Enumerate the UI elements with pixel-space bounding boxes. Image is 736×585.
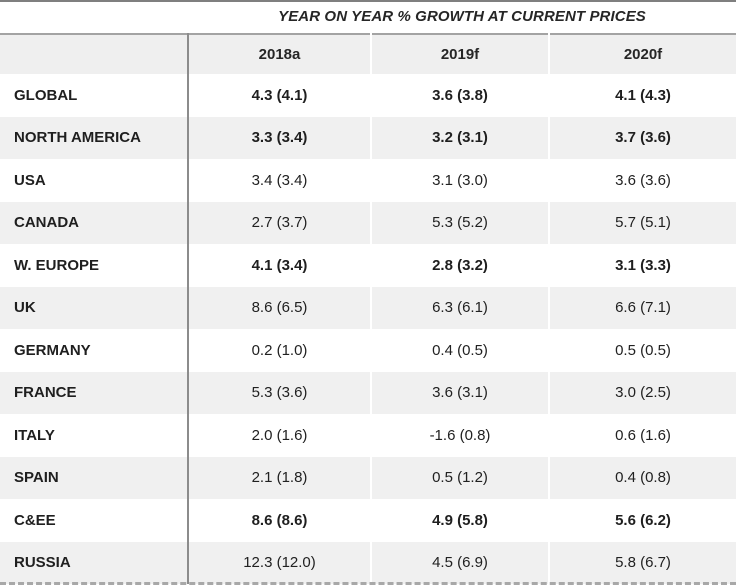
cell-value: 4.1 (4.3) [548, 74, 736, 117]
table-body: GLOBAL 4.3 (4.1) 3.6 (3.8) 4.1 (4.3) NOR… [0, 74, 736, 584]
cell-value: 3.6 (3.8) [370, 74, 549, 117]
cell-value: 0.2 (1.0) [251, 341, 308, 359]
top-divider [0, 0, 736, 2]
table-row-north-america: NORTH AMERICA 3.3 (3.4) 3.2 (3.1) 3.7 (3… [0, 116, 736, 159]
cell-value: 3.3 (3.4) [251, 129, 308, 147]
cell-value: 5.3 (3.6) [251, 384, 308, 402]
cell-value: 12.3 (12.0) [243, 554, 316, 572]
cell-value: 0.5 (0.5) [548, 329, 736, 372]
cell-value: 0.6 (1.6) [548, 414, 736, 457]
row-label: GLOBAL [0, 74, 189, 117]
column-header-2019f: 2019f [370, 34, 549, 74]
cell-value: 2.0 (1.6) [251, 426, 308, 444]
table-row-usa: USA 3.4 (3.4) 3.1 (3.0) 3.6 (3.6) [0, 159, 736, 202]
table-row-spain: SPAIN 2.1 (1.8) 0.5 (1.2) 0.4 (0.8) [0, 456, 736, 499]
table-row-w-europe: W. EUROPE 4.1 (3.4) 2.8 (3.2) 3.1 (3.3) [0, 244, 736, 287]
cell-value: 4.5 (6.9) [370, 541, 549, 584]
bottom-dashed-divider [0, 582, 736, 585]
cell-value: -1.6 (0.8) [370, 414, 549, 457]
cell-value: 0.4 (0.5) [370, 329, 549, 372]
table-row-russia: RUSSIA 12.3 (12.0) 4.5 (6.9) 5.8 (6.7) [0, 541, 736, 584]
cell-value: 4.9 (5.8) [370, 499, 549, 542]
cell-value: 5.6 (6.2) [548, 499, 736, 542]
row-label: UK [0, 286, 189, 329]
cell-value: 6.3 (6.1) [370, 286, 549, 329]
cell-value: 2.7 (3.7) [251, 214, 308, 232]
table-row-germany: GERMANY 0.2 (1.0) 0.4 (0.5) 0.5 (0.5) [0, 329, 736, 372]
cell-value: 2.1 (1.8) [251, 469, 308, 487]
table-row-cee: C&EE 8.6 (8.6) 4.9 (5.8) 5.6 (6.2) [0, 499, 736, 542]
row-label: USA [0, 159, 189, 202]
cell-value: 5.3 (5.2) [370, 201, 549, 244]
table-row-uk: UK 8.6 (6.5) 6.3 (6.1) 6.6 (7.1) [0, 286, 736, 329]
cell-value: 3.6 (3.6) [548, 159, 736, 202]
cell-value: 5.8 (6.7) [548, 541, 736, 584]
table-row-global: GLOBAL 4.3 (4.1) 3.6 (3.8) 4.1 (4.3) [0, 74, 736, 117]
cell-value: 3.4 (3.4) [251, 171, 308, 189]
cell-value: 0.5 (1.2) [370, 456, 549, 499]
column-header-2020f: 2020f [548, 34, 736, 74]
row-label: W. EUROPE [0, 244, 189, 287]
cell-value: 3.6 (3.1) [370, 371, 549, 414]
row-label: FRANCE [0, 371, 189, 414]
row-label: SPAIN [0, 456, 189, 499]
row-label: RUSSIA [0, 541, 189, 584]
row-label: GERMANY [0, 329, 189, 372]
row-label: ITALY [0, 414, 189, 457]
cell-value: 0.4 (0.8) [548, 456, 736, 499]
cell-value: 3.0 (2.5) [548, 371, 736, 414]
cell-value: 2.8 (3.2) [370, 244, 549, 287]
table-row-france: FRANCE 5.3 (3.6) 3.6 (3.1) 3.0 (2.5) [0, 371, 736, 414]
cell-value: 4.1 (3.4) [251, 256, 308, 274]
table-row-italy: ITALY 2.0 (1.6) -1.6 (0.8) 0.6 (1.6) [0, 414, 736, 457]
header-row: 2018a 2019f 2020f [0, 34, 736, 74]
cell-value: 8.6 (6.5) [251, 299, 308, 317]
table-row-canada: CANADA 2.7 (3.7) 5.3 (5.2) 5.7 (5.1) [0, 201, 736, 244]
table-title: YEAR ON YEAR % GROWTH AT CURRENT PRICES [278, 8, 646, 25]
cell-value: 3.1 (3.0) [370, 159, 549, 202]
cell-value: 4.3 (4.1) [251, 86, 308, 104]
cell-value: 3.2 (3.1) [370, 116, 549, 159]
cell-value: 3.7 (3.6) [548, 116, 736, 159]
corner-cell [0, 34, 189, 74]
cell-value: 5.7 (5.1) [548, 201, 736, 244]
row-label: NORTH AMERICA [0, 116, 189, 159]
row-label: C&EE [0, 499, 189, 542]
cell-value: 3.1 (3.3) [548, 244, 736, 287]
cell-value: 8.6 (8.6) [251, 511, 308, 529]
table-header: 2018a 2019f 2020f [0, 34, 736, 74]
row-label: CANADA [0, 201, 189, 244]
growth-table: 2018a 2019f 2020f GLOBAL 4.3 (4.1) 3.6 (… [0, 33, 736, 584]
cell-value: 6.6 (7.1) [548, 286, 736, 329]
column-header-2018a: 2018a [188, 34, 371, 74]
